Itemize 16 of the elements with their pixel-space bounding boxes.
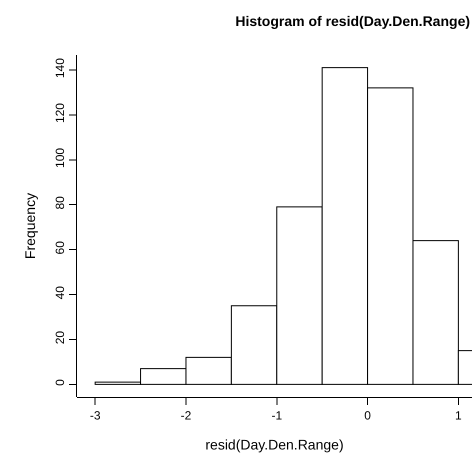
y-tick-label: 0: [53, 378, 68, 386]
x-tick-label: 1: [455, 408, 462, 422]
x-tick-label: -3: [90, 408, 101, 422]
x-tick-label: -2: [180, 408, 192, 422]
y-tick-label: 100: [53, 148, 68, 168]
x-tick-label: 0: [364, 408, 372, 422]
y-tick-label: 80: [53, 196, 68, 210]
y-tick-label: 120: [53, 102, 68, 124]
x-axis-title: resid(Day.Den.Range): [205, 436, 344, 453]
y-tick-label: 20: [53, 330, 68, 344]
x-tick-label: -1: [271, 408, 282, 422]
y-tick-label: 60: [53, 240, 68, 254]
y-tick-label: 40: [53, 286, 68, 300]
y-axis-title: Frequency: [22, 192, 38, 260]
chart-title: Histogram of resid(Day.Den.Range): [235, 13, 470, 30]
y-tick-label: 140: [53, 58, 68, 78]
